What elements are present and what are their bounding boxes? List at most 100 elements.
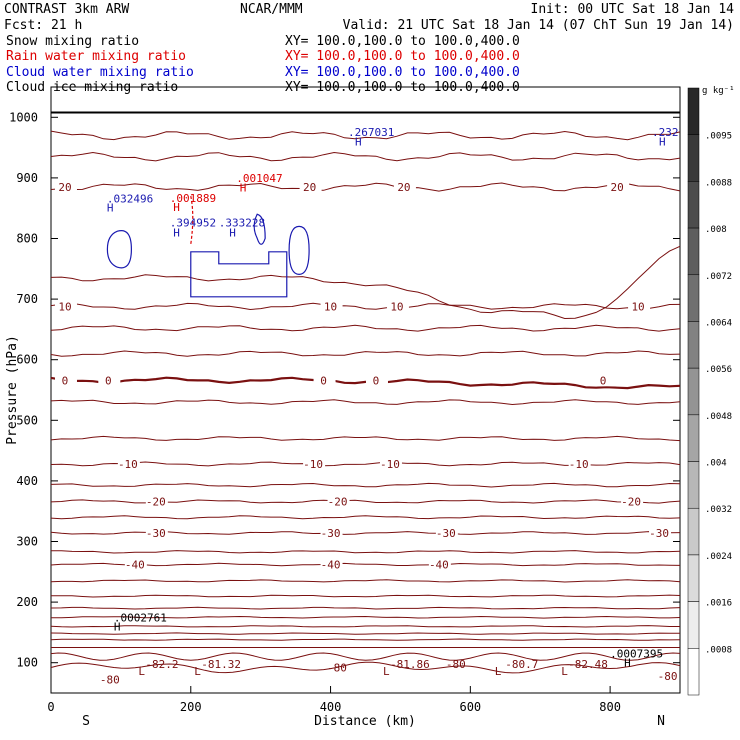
isotherm-label-bg: [313, 373, 336, 387]
isotherm-label-bg: [607, 179, 630, 193]
isotherm-label-bg: [379, 456, 402, 470]
colorbar-segment: [687, 181, 700, 229]
cloud-water-contour: [106, 230, 132, 269]
isotherm-label-bg: [593, 373, 616, 387]
field-label-snow: Snow mixing ratio: [6, 34, 139, 49]
isotherm-line-upper: [50, 661, 681, 674]
isotherm-label: -10: [303, 458, 323, 471]
isotherm-label: 20: [303, 181, 316, 194]
colorbar-segment: [687, 507, 700, 556]
isotherm-label-bg: [386, 299, 409, 313]
isotherm-line: [51, 594, 681, 598]
x-tick-label: 0: [47, 700, 54, 714]
isotherm-label-bg: [303, 456, 326, 470]
extremum-label: .001889: [170, 192, 216, 205]
extremum-label: .232: [652, 126, 679, 139]
isotherm-line: [50, 151, 681, 162]
y-tick-label: 300: [16, 535, 38, 549]
isotherm-label: 0: [600, 374, 607, 387]
colorbar-segment: [687, 274, 700, 322]
upper-level-label: -80: [446, 658, 466, 671]
y-tick-label: 400: [16, 474, 38, 488]
isotherm-line: [50, 562, 681, 567]
isotherm-label: -40: [429, 559, 449, 572]
colorbar-segment: [687, 367, 700, 416]
upper-level-label: -80: [658, 670, 678, 683]
isotherm-label: -40: [321, 559, 341, 572]
isotherm-line: [50, 350, 681, 357]
isotherm-line: [50, 302, 681, 311]
isotherm-label-bg: [393, 179, 416, 193]
isotherm-label-bg: [54, 299, 77, 313]
upper-level-label: -81.86: [390, 658, 430, 671]
isotherm-label: -10: [380, 458, 400, 471]
upper-level-label: -81.32: [201, 658, 241, 671]
colorbar-tick-label: .0056: [705, 365, 732, 375]
isotherm-label-bg: [54, 179, 77, 193]
isotherm-label-bg: [628, 299, 651, 313]
valid-time: Valid: 21 UTC Sat 18 Jan 14 (07 ChT Sun …: [343, 18, 734, 33]
plot-frame: [50, 86, 681, 694]
colorbar-tick-label: .008: [705, 225, 727, 235]
isotherm-label-bg: [124, 557, 147, 571]
field-xy-rain: XY= 100.0,100.0 to 100.0,400.0: [285, 49, 520, 64]
forecast-hour: Fcst: 21 h: [4, 18, 82, 33]
upper-level-label: -80: [327, 662, 347, 675]
colorbar-tick-label: .0072: [705, 272, 732, 282]
isotherm-line: [50, 130, 681, 141]
isotherm-label: -20: [146, 496, 166, 509]
isotherm-line-upper: [50, 652, 681, 661]
extremum-label: H: [659, 136, 666, 149]
cloud-water-contour: [288, 225, 310, 275]
y-tick-label: 200: [16, 595, 38, 609]
x-axis-right-label: N: [657, 714, 665, 729]
colorbar-tick-label: .0064: [705, 318, 732, 328]
colorbar-segment: [687, 648, 700, 696]
isotherm-label: -30: [649, 527, 669, 540]
colorbar-unit: g kg⁻¹: [702, 86, 735, 96]
extremum-label: .0002761: [114, 611, 167, 624]
isotherm-line: [50, 482, 681, 488]
upper-level-label: -80: [100, 674, 120, 687]
colorbar-segment: [687, 461, 700, 509]
isotherm-label: 0: [62, 374, 69, 387]
isotherm-label-bg: [145, 526, 168, 540]
isotherm-label-bg: [320, 526, 343, 540]
upper-level-label: -82.2: [145, 658, 178, 671]
isotherm-label-bg: [649, 526, 672, 540]
isotherm-label-bg: [320, 557, 343, 571]
isotherm-label-bg: [428, 557, 451, 571]
isotherm-label-bg: [98, 373, 121, 387]
isotherm-label-bg: [568, 456, 591, 470]
isotherm-label: 0: [105, 374, 112, 387]
isotherm-label-bg: [54, 373, 77, 387]
colorbar-tick-label: .0088: [705, 178, 732, 188]
extremum-label: H: [240, 182, 247, 195]
y-tick-label: 700: [16, 292, 38, 306]
upper-level-label: -80.7: [505, 658, 538, 671]
init-time: Init: 00 UTC Sat 18 Jan 14: [531, 2, 735, 17]
extremum-label: .032496: [107, 193, 153, 206]
extremum-label: H: [624, 657, 631, 670]
extremum-label: .333228: [219, 217, 265, 230]
isotherm-label-bg: [117, 456, 140, 470]
rain-water-contour: [190, 195, 194, 245]
x-axis-title: Distance (km): [314, 714, 416, 729]
colorbar-tick-label: .0048: [705, 412, 732, 422]
cloud-water-contour: [253, 213, 266, 245]
extremum-label: .267031: [348, 126, 394, 139]
extremum-label: H: [107, 202, 114, 215]
isotherm-line: [50, 632, 680, 635]
colorbar-tick-label: .0032: [705, 505, 732, 515]
field-label-cloud-water: Cloud water mixing ratio: [6, 65, 194, 80]
isotherm-label: 20: [58, 181, 71, 194]
isotherm-label: -20: [621, 496, 641, 509]
isotherm-label-bg: [435, 526, 458, 540]
x-tick-label: 200: [180, 700, 202, 714]
isotherm-line: [50, 324, 681, 332]
isotherm-line: [50, 435, 681, 442]
colorbar-tick-label: .0095: [705, 132, 732, 142]
isotherm-label: -10: [118, 458, 138, 471]
